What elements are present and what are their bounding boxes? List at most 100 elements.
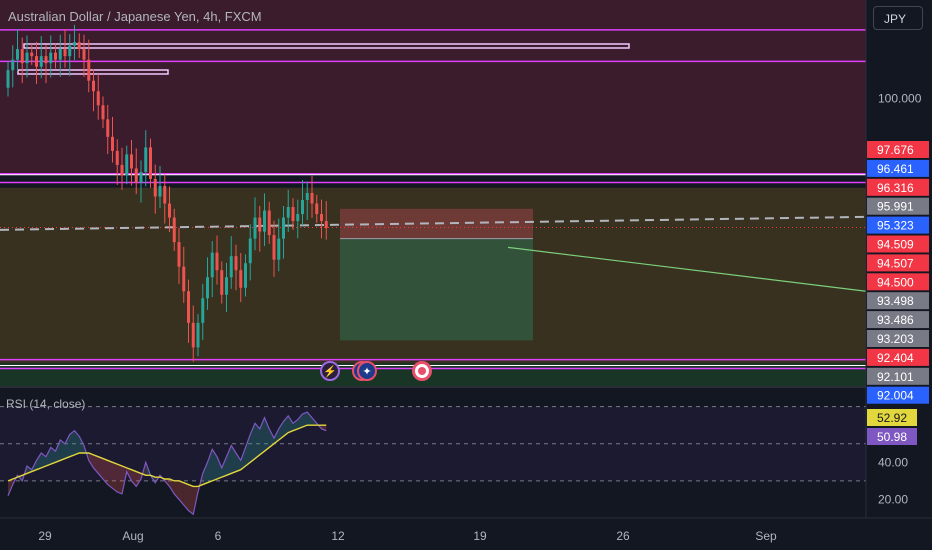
candle-body	[63, 49, 67, 57]
candle-body	[296, 214, 300, 222]
candle-body	[277, 238, 281, 260]
price-label: 95.323	[877, 219, 914, 233]
price-label-box	[867, 330, 929, 347]
rsi-fill	[55, 440, 61, 463]
rsi-fill	[274, 428, 279, 444]
candle-body	[73, 42, 76, 46]
price-label-box	[867, 311, 929, 329]
price-label-box	[867, 141, 929, 158]
dashed-trend-line	[0, 215, 867, 231]
candle-body	[215, 252, 219, 271]
rsi-fill	[269, 428, 274, 448]
candle-body	[68, 45, 72, 57]
time-tick-label: 26	[616, 529, 630, 543]
candle-body	[30, 52, 34, 57]
price-label: 93.498	[877, 294, 914, 308]
candle-body	[149, 147, 152, 179]
candle-body	[239, 270, 243, 288]
time-tick-label: 12	[331, 529, 345, 543]
position-reward-box	[340, 238, 533, 341]
price-label-box	[867, 367, 929, 385]
candle-body	[315, 203, 319, 215]
rsi-value-box	[867, 428, 917, 445]
rsi-value-box	[867, 409, 917, 426]
candle-body	[134, 168, 138, 183]
candle-body	[187, 291, 190, 323]
candle-body	[272, 235, 276, 260]
price-label: 93.203	[877, 332, 914, 346]
rsi-fill	[107, 460, 113, 489]
price-label-box	[867, 216, 929, 234]
candle-body	[139, 171, 143, 183]
rsi-fill	[226, 445, 232, 476]
rsi-fill	[179, 480, 184, 505]
record-icon[interactable]	[412, 361, 432, 381]
candle-body	[168, 203, 171, 218]
rsi-fill	[278, 421, 284, 440]
rsi-value-label: 52.92	[877, 411, 907, 425]
target-projection-line	[507, 246, 867, 292]
rsi-fill	[231, 445, 236, 474]
rsi-fill	[46, 447, 51, 466]
candle-body	[248, 238, 252, 264]
price-zone	[0, 363, 866, 386]
candle-body	[305, 193, 309, 201]
rsi-fill	[183, 482, 189, 511]
rsi-fill	[136, 471, 141, 487]
rsi-fill	[236, 453, 241, 472]
rsi-fill	[240, 447, 246, 470]
price-label: 94.509	[877, 238, 914, 252]
candle-body	[244, 263, 247, 288]
price-label: 94.507	[877, 256, 914, 270]
candle-body	[320, 214, 323, 222]
rsi-fill	[98, 456, 103, 479]
price-label: 97.676	[877, 143, 914, 157]
candle-body	[258, 217, 262, 232]
rsi-fill	[60, 440, 65, 461]
currency-button[interactable]: JPY	[873, 6, 923, 30]
price-label-box	[867, 386, 929, 404]
price-zone	[0, 187, 866, 364]
price-label: 92.004	[877, 389, 914, 403]
candle-body	[35, 56, 38, 67]
rsi-fill	[321, 425, 327, 431]
rsi-fill	[69, 430, 75, 457]
candle-body	[267, 210, 271, 236]
rsi-line	[7, 411, 327, 516]
rsi-fill	[307, 412, 312, 426]
upper-zone	[0, 0, 866, 174]
price-label-box	[867, 235, 929, 253]
price-label-box	[867, 178, 929, 196]
candle-body	[39, 56, 43, 67]
rsi-fill	[212, 449, 217, 481]
price-label: 96.461	[877, 162, 914, 176]
rsi-fill	[302, 412, 308, 427]
candle-body	[286, 207, 290, 218]
rsi-fill	[188, 484, 194, 515]
candle-body	[234, 256, 238, 271]
price-label: 92.101	[877, 370, 914, 384]
candle-body	[130, 154, 133, 169]
level-box-top	[23, 43, 630, 49]
candle-body	[177, 242, 181, 267]
rsi-fill	[36, 453, 42, 470]
lightning-icon[interactable]: ⚡	[320, 361, 340, 381]
candle-body	[54, 52, 57, 60]
rsi-fill	[169, 479, 175, 494]
candle-body	[182, 266, 186, 292]
candle-body	[120, 164, 124, 176]
candle-body	[191, 322, 195, 348]
rsi-fill	[207, 449, 213, 483]
candle-body	[324, 221, 328, 229]
australia-flag-icon[interactable]: ✦	[357, 361, 377, 381]
candle-body	[20, 49, 24, 64]
rsi-fill	[217, 456, 222, 479]
rsi-fill	[288, 415, 293, 433]
rsi-fill	[79, 436, 84, 453]
chart-title: Australian Dollar / Japanese Yen, 4h, FX…	[8, 9, 262, 24]
candle-body	[96, 91, 100, 106]
time-tick-label: Sep	[755, 529, 777, 543]
rsi-fill	[283, 415, 289, 437]
rsi-fill	[245, 434, 251, 466]
